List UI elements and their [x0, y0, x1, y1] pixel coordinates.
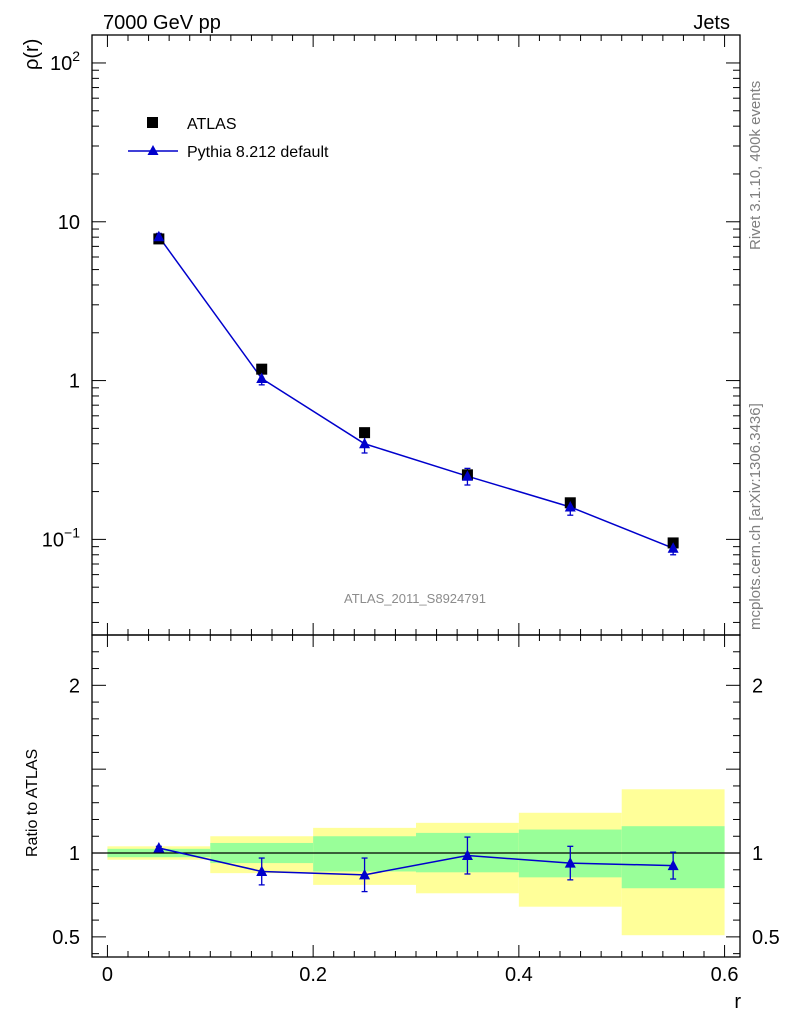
mcplots-label: mcplots.cern.ch [arXiv:1306.3436] [747, 403, 764, 630]
analysis-watermark: ATLAS_2011_S8924791 [344, 591, 486, 606]
ratio-mc-point [359, 868, 371, 880]
x-tick-label: 0.4 [505, 964, 533, 986]
ratio-mc-point [667, 859, 679, 871]
legend: ATLAS Pythia 8.212 default [128, 116, 329, 161]
y-tick-label-100: 102 [50, 48, 80, 75]
process-label: Jets [693, 12, 730, 34]
data-point [359, 427, 371, 439]
ratio-y-tick-label-right: 0.5 [752, 927, 780, 949]
ratio-mc-point [461, 849, 473, 861]
ratio-mc-point [256, 865, 268, 876]
x-tick-label: 0.2 [299, 964, 327, 986]
y-tick-label-100-exponent: 2 [72, 48, 80, 64]
legend-mc-label: Pythia 8.212 default [187, 144, 329, 161]
ratio-panel-marks [153, 836, 679, 893]
mc-point [256, 372, 268, 384]
x-tick-label: 0.6 [711, 964, 739, 986]
axis-ticks [92, 35, 740, 957]
ratio-mc-point [153, 841, 165, 853]
y-tick-label-0.1-exponent: −1 [64, 524, 80, 540]
mc-point [461, 470, 473, 481]
mc-line [158, 236, 674, 549]
mc-point [667, 542, 679, 553]
ratio-y-tick-label-left: 0.5 [52, 927, 80, 949]
y-tick-label-0.1: 10−1 [42, 524, 80, 551]
y-tick-label-10: 10 [58, 212, 80, 234]
mc-point [153, 230, 165, 242]
x-axis-title: r [734, 991, 741, 1013]
x-tick-label: 0 [102, 964, 113, 986]
mc-point [359, 437, 371, 449]
energy-label: 7000 GeV pp [103, 12, 221, 34]
ratio-mc-line [158, 847, 674, 876]
y-tick-label-1: 1 [69, 371, 80, 393]
main-y-axis-title: ρ(r) [21, 39, 43, 70]
ratio-y-tick-label-left: 2 [69, 675, 80, 697]
legend-data-marker [147, 117, 158, 128]
ratio-y-tick-label-right: 1 [752, 843, 763, 865]
ratio-y-axis-title: Ratio to ATLAS [24, 749, 41, 857]
data-point [256, 363, 268, 375]
ratio-y-tick-label-right: 2 [752, 675, 763, 697]
legend-mc-marker [147, 145, 159, 155]
main-panel-marks [153, 230, 679, 556]
ratio-uncertainty-bands [107, 789, 725, 936]
ratio-y-tick-label-left: 1 [69, 843, 80, 865]
ratio-mc-point [564, 857, 576, 868]
legend-data-label: ATLAS [187, 116, 237, 133]
rivet-version-label: Rivet 3.1.10, 400k events [747, 81, 764, 250]
mc-point [564, 500, 576, 512]
